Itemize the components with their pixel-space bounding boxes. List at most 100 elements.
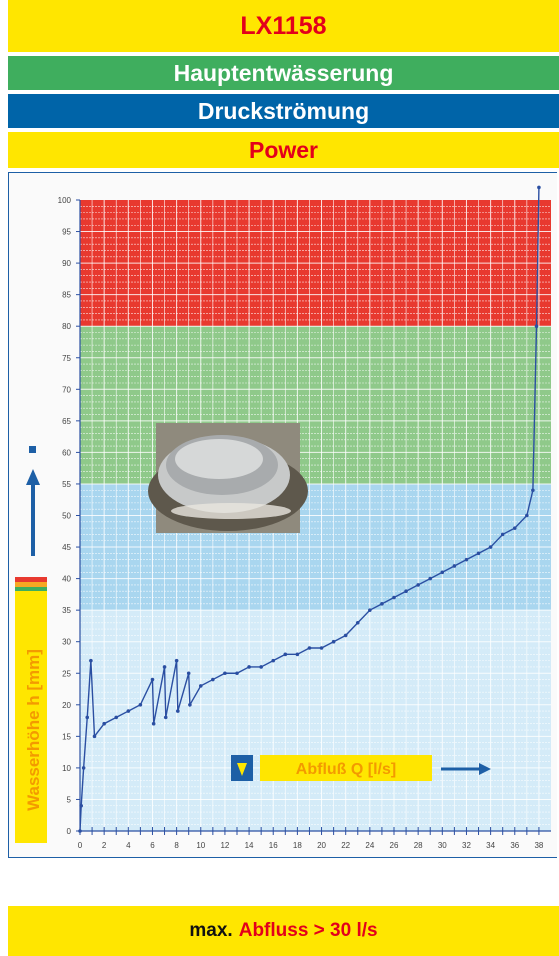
grid-layer xyxy=(80,200,551,831)
data-point xyxy=(452,564,457,568)
y-tick-label: 50 xyxy=(62,512,71,521)
x-tick-label: 8 xyxy=(174,841,179,850)
chart-frame: 0 5 10 15 20 25 30 35 40 45 50 55 60 65 70 75 80 85 90 95 10… xyxy=(8,172,557,858)
y-tick-label: 55 xyxy=(62,480,71,489)
x-tick-label: 12 xyxy=(220,841,229,850)
y-tick-label: 90 xyxy=(62,259,71,268)
footer-band: max. Abfluss > 30 l/s xyxy=(8,906,559,956)
x-tick-label: 6 xyxy=(150,841,155,850)
data-point xyxy=(355,620,360,625)
data-point xyxy=(271,658,276,663)
data-point xyxy=(488,545,493,549)
axis-layer: 0510152025303540455055606570758085909510… xyxy=(58,196,551,850)
x-tick-label: 16 xyxy=(269,841,278,850)
data-point xyxy=(92,734,97,739)
data-point xyxy=(174,658,179,663)
x-tick-label: 26 xyxy=(390,841,399,850)
y-tick-label: 80 xyxy=(62,322,71,331)
flow-chart: 0510152025303540455055606570758085909510… xyxy=(15,185,551,850)
data-point xyxy=(89,658,93,663)
model-title: LX1158 xyxy=(8,0,559,52)
y-tick-label: 5 xyxy=(67,795,72,804)
curve-layer xyxy=(78,185,541,833)
data-point xyxy=(211,677,215,682)
flow-type-band: Druckströmung xyxy=(8,94,559,128)
x-tick-label: 10 xyxy=(196,841,205,850)
data-point xyxy=(537,185,541,190)
data-point xyxy=(283,652,288,657)
data-point xyxy=(476,551,481,556)
data-point xyxy=(188,703,192,707)
y-tick-label: 25 xyxy=(62,669,71,678)
data-point xyxy=(428,576,433,581)
data-point xyxy=(85,715,90,720)
data-point xyxy=(307,646,312,650)
data-point xyxy=(343,633,348,638)
x-tick-label: 14 xyxy=(245,841,254,850)
data-point xyxy=(525,513,529,518)
x-tick-label: 36 xyxy=(510,841,519,850)
x-tick-label: 38 xyxy=(534,841,543,850)
data-point xyxy=(440,570,445,575)
x-tick-label: 32 xyxy=(462,841,471,850)
x-tick-label: 2 xyxy=(102,841,107,850)
data-point xyxy=(295,652,300,657)
footer-value: Abfluss > 30 l/s xyxy=(238,920,378,941)
x-axis-label: Abfluß Q [l/s] xyxy=(296,761,396,778)
x-tick-label: 20 xyxy=(317,841,326,850)
data-point xyxy=(223,671,227,676)
data-point xyxy=(235,671,239,676)
data-point xyxy=(259,665,263,669)
data-point xyxy=(138,703,143,707)
y-tick-label: 0 xyxy=(67,827,72,836)
data-point xyxy=(114,715,119,720)
data-point xyxy=(380,602,384,606)
y-tick-label: 60 xyxy=(62,448,71,457)
data-point xyxy=(81,766,86,770)
y-tick-label: 15 xyxy=(62,732,71,741)
y-tick-label: 45 xyxy=(62,543,71,552)
y-tick-label: 75 xyxy=(62,354,71,363)
y-tick-label: 35 xyxy=(62,606,71,615)
data-point xyxy=(79,803,84,808)
y-tick-label: 100 xyxy=(58,196,72,205)
data-point xyxy=(331,639,336,644)
y-tick-label: 30 xyxy=(62,638,71,647)
x-tick-label: 24 xyxy=(365,841,374,850)
data-point xyxy=(198,684,203,688)
data-point xyxy=(247,665,251,669)
data-point xyxy=(151,721,156,726)
zone-band xyxy=(80,326,551,484)
data-point xyxy=(126,709,131,713)
y-tick-label: 70 xyxy=(62,385,71,394)
marker-icon xyxy=(29,446,36,453)
footer-prefix: max. xyxy=(189,920,233,941)
y-tick-label: 85 xyxy=(62,291,71,300)
data-point xyxy=(404,589,408,594)
data-point xyxy=(163,715,168,720)
data-point xyxy=(416,583,420,587)
x-tick-label: 4 xyxy=(126,841,131,850)
y-axis-label-block: Wasserhöhe h [mm] xyxy=(15,446,47,843)
y-tick-label: 20 xyxy=(62,701,71,710)
up-arrow-icon xyxy=(26,469,40,485)
data-point xyxy=(150,677,155,682)
data-point xyxy=(464,557,469,562)
x-tick-label: 0 xyxy=(78,841,83,850)
product-photo xyxy=(148,423,308,533)
category-band: Hauptentwässerung xyxy=(8,56,559,90)
data-point xyxy=(186,671,191,676)
y-axis-label: Wasserhöhe h [mm] xyxy=(24,649,43,811)
data-point xyxy=(176,709,180,713)
data-point xyxy=(368,608,372,612)
data-point xyxy=(319,646,324,650)
data-point xyxy=(162,665,167,669)
x-axis-label-block: Abfluß Q [l/s] xyxy=(231,755,491,781)
data-point xyxy=(78,829,82,833)
y-tick-label: 40 xyxy=(62,575,71,584)
zone-band xyxy=(80,610,551,831)
variant-band: Power xyxy=(8,132,559,168)
data-point xyxy=(500,532,505,537)
data-point xyxy=(534,324,539,328)
x-tick-label: 28 xyxy=(414,841,423,850)
